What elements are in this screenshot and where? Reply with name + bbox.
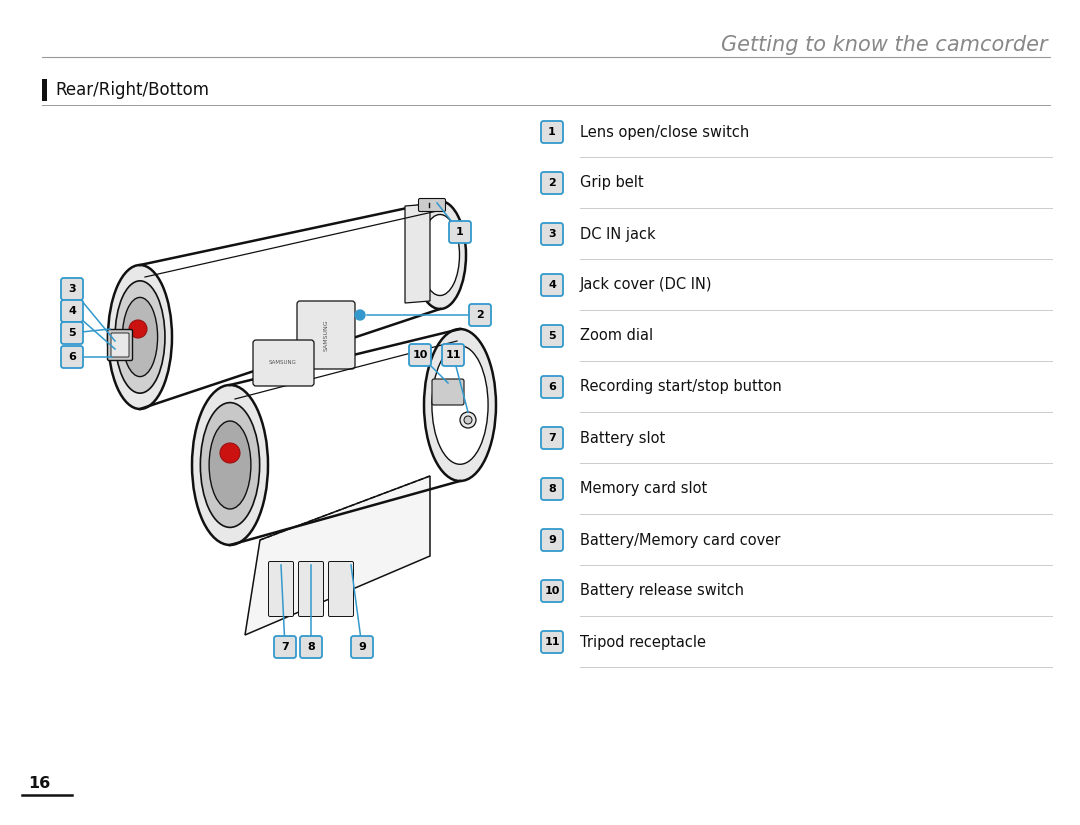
Polygon shape: [140, 201, 440, 409]
FancyBboxPatch shape: [60, 346, 83, 368]
Ellipse shape: [201, 403, 259, 527]
Circle shape: [460, 412, 476, 428]
Text: 5: 5: [68, 328, 76, 338]
Ellipse shape: [420, 214, 459, 295]
Text: 8: 8: [307, 642, 315, 652]
FancyBboxPatch shape: [541, 478, 563, 500]
Text: 1: 1: [549, 127, 556, 137]
FancyBboxPatch shape: [541, 274, 563, 296]
FancyBboxPatch shape: [449, 221, 471, 243]
Circle shape: [220, 443, 240, 463]
Text: Battery release switch: Battery release switch: [580, 583, 744, 598]
Text: 6: 6: [68, 352, 76, 362]
Text: 11: 11: [445, 350, 461, 360]
Text: Grip belt: Grip belt: [580, 176, 644, 191]
FancyBboxPatch shape: [409, 344, 431, 366]
FancyBboxPatch shape: [432, 379, 464, 405]
FancyBboxPatch shape: [351, 636, 373, 658]
Text: Lens open/close switch: Lens open/close switch: [580, 125, 750, 139]
FancyBboxPatch shape: [60, 300, 83, 322]
FancyBboxPatch shape: [328, 562, 353, 616]
Text: 10: 10: [544, 586, 559, 596]
FancyBboxPatch shape: [469, 304, 491, 326]
Text: DC IN jack: DC IN jack: [580, 227, 656, 242]
FancyBboxPatch shape: [541, 427, 563, 449]
Text: Battery/Memory card cover: Battery/Memory card cover: [580, 532, 781, 548]
FancyBboxPatch shape: [42, 79, 48, 101]
Ellipse shape: [192, 385, 268, 545]
Polygon shape: [245, 476, 430, 635]
Text: 10: 10: [413, 350, 428, 360]
FancyBboxPatch shape: [442, 344, 464, 366]
Ellipse shape: [122, 297, 158, 376]
Text: 6: 6: [548, 382, 556, 392]
Circle shape: [464, 416, 472, 424]
Text: 2: 2: [476, 310, 484, 320]
FancyBboxPatch shape: [541, 529, 563, 551]
FancyBboxPatch shape: [300, 636, 322, 658]
Ellipse shape: [432, 346, 488, 464]
Text: 7: 7: [549, 433, 556, 443]
Ellipse shape: [116, 280, 165, 394]
Text: Jack cover (DC IN): Jack cover (DC IN): [580, 277, 713, 293]
Ellipse shape: [210, 421, 251, 509]
Ellipse shape: [424, 329, 496, 481]
FancyBboxPatch shape: [111, 333, 129, 357]
Text: Getting to know the camcorder: Getting to know the camcorder: [721, 35, 1048, 55]
FancyBboxPatch shape: [541, 223, 563, 245]
FancyBboxPatch shape: [541, 580, 563, 602]
Text: 9: 9: [359, 642, 366, 652]
Text: Recording start/stop button: Recording start/stop button: [580, 380, 782, 394]
Ellipse shape: [414, 201, 465, 309]
Text: Battery slot: Battery slot: [580, 431, 665, 446]
FancyBboxPatch shape: [60, 278, 83, 300]
Text: 3: 3: [549, 229, 556, 239]
Ellipse shape: [108, 265, 172, 409]
FancyBboxPatch shape: [274, 636, 296, 658]
Text: 11: 11: [544, 637, 559, 647]
Polygon shape: [230, 329, 460, 545]
Text: Tripod receptacle: Tripod receptacle: [580, 634, 706, 649]
FancyBboxPatch shape: [60, 322, 83, 344]
FancyBboxPatch shape: [298, 562, 324, 616]
FancyBboxPatch shape: [541, 325, 563, 347]
FancyBboxPatch shape: [269, 562, 294, 616]
Text: Memory card slot: Memory card slot: [580, 482, 707, 497]
Text: 4: 4: [548, 280, 556, 290]
Text: 2: 2: [549, 178, 556, 188]
Text: 3: 3: [68, 284, 76, 294]
Text: 1: 1: [456, 227, 464, 237]
Text: 16: 16: [28, 776, 51, 791]
Text: 5: 5: [549, 331, 556, 341]
Polygon shape: [405, 204, 430, 303]
Text: Rear/Right/Bottom: Rear/Right/Bottom: [55, 81, 210, 99]
Text: SAMSUNG: SAMSUNG: [324, 319, 328, 351]
Text: Zoom dial: Zoom dial: [580, 328, 653, 343]
FancyBboxPatch shape: [541, 376, 563, 398]
Text: 8: 8: [549, 484, 556, 494]
Text: SAMSUNG: SAMSUNG: [269, 361, 297, 365]
FancyBboxPatch shape: [541, 121, 563, 143]
Text: 9: 9: [548, 535, 556, 545]
Text: 4: 4: [68, 306, 76, 316]
FancyBboxPatch shape: [541, 172, 563, 194]
FancyBboxPatch shape: [541, 631, 563, 653]
FancyBboxPatch shape: [297, 301, 355, 369]
Text: 7: 7: [281, 642, 288, 652]
FancyBboxPatch shape: [108, 329, 133, 361]
FancyBboxPatch shape: [419, 199, 446, 211]
FancyBboxPatch shape: [253, 340, 314, 386]
Circle shape: [355, 310, 365, 320]
Circle shape: [129, 320, 147, 338]
